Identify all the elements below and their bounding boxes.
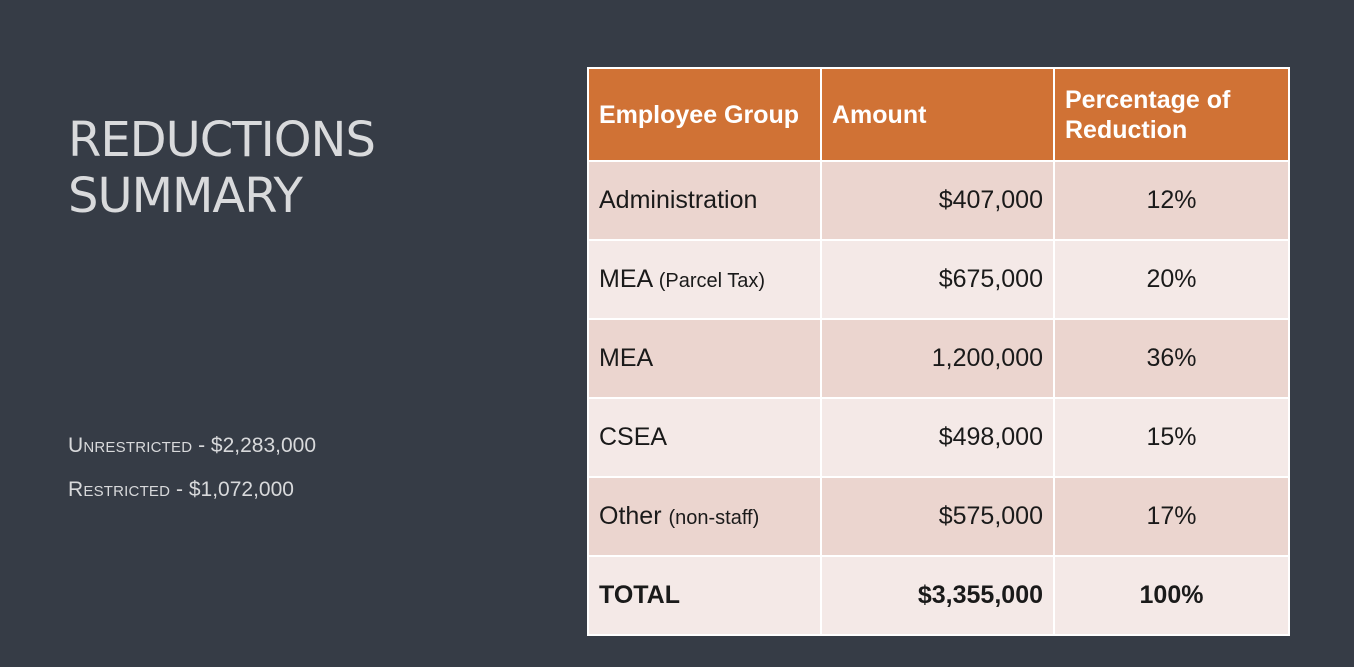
note-unrestricted: Unrestricted - $2,283,000 xyxy=(68,424,316,468)
note-value: - $2,283,000 xyxy=(192,434,317,457)
note-label: Restricted xyxy=(68,478,171,501)
header-amount: Amount xyxy=(820,67,1055,162)
slide-title: REDUCTIONS SUMMARY xyxy=(68,112,376,224)
group-name: CSEA xyxy=(599,423,668,451)
percent-cell: 12% xyxy=(1053,160,1290,241)
group-name: Other xyxy=(599,502,662,530)
total-row: TOTAL $3,355,000 100% xyxy=(587,555,1290,636)
note-value: - $1,072,000 xyxy=(170,478,294,501)
amount-cell: $498,000 xyxy=(820,397,1055,478)
header-employee-group: Employee Group xyxy=(587,67,822,162)
table-row: CSEA $498,000 15% xyxy=(587,397,1290,478)
title-line-1: REDUCTIONS xyxy=(68,112,376,168)
group-cell: Administration xyxy=(587,160,822,241)
note-label: Unrestricted xyxy=(68,434,193,457)
percent-cell: 15% xyxy=(1053,397,1290,478)
note-restricted: Restricted - $1,072,000 xyxy=(68,468,316,512)
group-cell: MEA (Parcel Tax) xyxy=(587,239,822,320)
table-row: MEA (Parcel Tax) $675,000 20% xyxy=(587,239,1290,320)
amount-cell: $675,000 xyxy=(820,239,1055,320)
group-name: MEA xyxy=(599,265,652,293)
total-percent: 100% xyxy=(1053,555,1290,636)
group-name: Administration xyxy=(599,186,758,214)
title-line-2: SUMMARY xyxy=(68,168,303,224)
group-cell: CSEA xyxy=(587,397,822,478)
group-suffix: (Parcel Tax) xyxy=(658,270,766,292)
total-amount: $3,355,000 xyxy=(820,555,1055,636)
amount-cell: 1,200,000 xyxy=(820,318,1055,399)
percent-cell: 20% xyxy=(1053,239,1290,320)
group-cell: MEA xyxy=(587,318,822,399)
amount-cell: $575,000 xyxy=(820,476,1055,557)
reductions-table: Employee Group Amount Percentage of Redu… xyxy=(587,67,1290,636)
table-row: Other (non-staff) $575,000 17% xyxy=(587,476,1290,557)
percent-cell: 36% xyxy=(1053,318,1290,399)
header-percentage: Percentage of Reduction xyxy=(1053,67,1290,162)
table-row: Administration $407,000 12% xyxy=(587,160,1290,241)
funding-notes: Unrestricted - $2,283,000 Restricted - $… xyxy=(68,424,316,512)
total-label: TOTAL xyxy=(587,555,822,636)
group-suffix: (non-staff) xyxy=(668,507,760,529)
group-cell: Other (non-staff) xyxy=(587,476,822,557)
group-name: MEA xyxy=(599,344,654,372)
percent-cell: 17% xyxy=(1053,476,1290,557)
table-header-row: Employee Group Amount Percentage of Redu… xyxy=(587,67,1290,162)
table-row: MEA 1,200,000 36% xyxy=(587,318,1290,399)
amount-cell: $407,000 xyxy=(820,160,1055,241)
